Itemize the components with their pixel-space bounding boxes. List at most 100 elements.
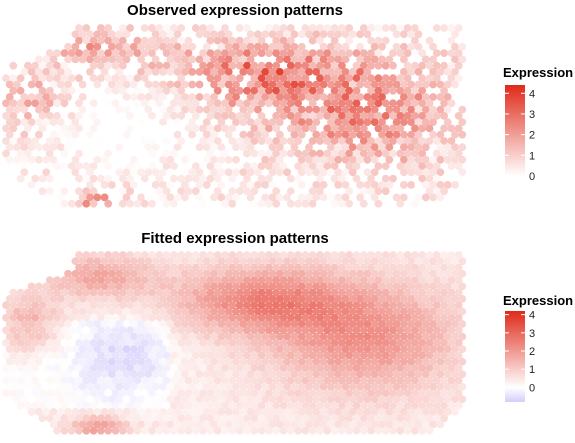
- spot-point: [330, 174, 339, 183]
- spot-point: [254, 130, 262, 139]
- spot-point: [268, 93, 277, 101]
- spot-point: [118, 36, 127, 45]
- spot-point: [213, 276, 222, 284]
- spot-point: [239, 269, 248, 278]
- spot-point: [232, 420, 240, 429]
- spot-point: [279, 251, 288, 259]
- spot-point: [345, 36, 354, 45]
- spot-point: [334, 269, 343, 278]
- spot-point: [268, 42, 277, 51]
- spot-point: [374, 364, 383, 372]
- spot-point: [272, 61, 281, 70]
- spot-point: [396, 24, 405, 32]
- spot-point: [122, 382, 131, 391]
- spot-point: [389, 112, 397, 120]
- spot-point: [319, 68, 328, 76]
- spot-point: [210, 55, 219, 64]
- spot-point: [286, 326, 295, 335]
- spot-point: [64, 320, 72, 328]
- spot-point: [35, 320, 43, 328]
- spot-point: [166, 42, 175, 51]
- spot-point: [381, 376, 390, 385]
- spot-point: [403, 24, 412, 32]
- spot-point: [177, 49, 186, 57]
- spot-point: [42, 320, 51, 328]
- spot-point: [297, 257, 306, 266]
- spot-point: [436, 357, 445, 366]
- spot-point: [257, 36, 266, 45]
- spot-point: [385, 345, 394, 353]
- spot-point: [359, 339, 368, 347]
- spot-point: [151, 143, 160, 152]
- spot-point: [425, 174, 434, 183]
- spot-point: [221, 276, 229, 284]
- spot-point: [191, 426, 200, 435]
- spot-point: [392, 118, 401, 126]
- spot-point: [155, 276, 164, 284]
- spot-point: [275, 93, 284, 101]
- spot-point: [53, 112, 61, 120]
- spot-point: [261, 282, 270, 291]
- spot-point: [195, 93, 204, 101]
- spot-point: [148, 162, 156, 171]
- spot-point: [312, 357, 321, 366]
- spot-point: [89, 339, 98, 347]
- spot-point: [137, 181, 146, 189]
- spot-point: [86, 55, 94, 64]
- spot-point: [184, 149, 193, 158]
- spot-point: [392, 382, 401, 391]
- spot-point: [338, 74, 346, 83]
- spot-point: [151, 282, 160, 291]
- spot-point: [177, 187, 186, 196]
- spot-point: [140, 199, 149, 208]
- spot-point: [67, 86, 76, 95]
- spot-point: [38, 364, 47, 372]
- spot-point: [104, 263, 113, 272]
- spot-point: [126, 174, 134, 183]
- spot-point: [367, 339, 375, 347]
- spot-point: [86, 193, 94, 202]
- spot-point: [414, 382, 423, 391]
- spot-point: [348, 30, 357, 39]
- spot-point: [345, 288, 354, 297]
- spot-point: [140, 61, 149, 70]
- spot-point: [381, 36, 390, 45]
- spot-point: [71, 30, 80, 39]
- spot-point: [20, 332, 29, 341]
- spot-point: [118, 426, 127, 435]
- spot-point: [93, 307, 102, 316]
- spot-point: [126, 187, 134, 196]
- spot-point: [210, 30, 219, 39]
- spot-point: [290, 105, 299, 114]
- spot-point: [359, 426, 368, 435]
- spot-point: [323, 339, 332, 347]
- spot-point: [425, 326, 434, 335]
- spot-point: [31, 99, 40, 108]
- spot-point: [89, 251, 98, 259]
- spot-point: [268, 257, 277, 266]
- spot-point: [75, 263, 83, 272]
- spot-point: [334, 143, 343, 152]
- spot-point: [359, 124, 368, 133]
- spot-point: [217, 332, 226, 341]
- spot-point: [425, 74, 434, 83]
- spot-point: [93, 420, 102, 429]
- spot-point: [20, 357, 29, 366]
- spot-point: [432, 61, 441, 70]
- spot-point: [352, 251, 361, 259]
- spot-point: [159, 282, 167, 291]
- spot-point: [265, 276, 273, 284]
- spot-point: [290, 395, 299, 404]
- spot-point: [177, 364, 186, 372]
- spot-point: [159, 130, 167, 139]
- spot-point: [363, 105, 372, 114]
- spot-point: [308, 351, 317, 360]
- spot-point: [392, 345, 401, 353]
- spot-point: [356, 382, 364, 391]
- legend-tick-label: 3: [529, 328, 535, 340]
- spot-point: [31, 389, 40, 397]
- spot-point: [268, 370, 277, 379]
- spot-point: [432, 376, 441, 385]
- spot-point: [367, 74, 375, 83]
